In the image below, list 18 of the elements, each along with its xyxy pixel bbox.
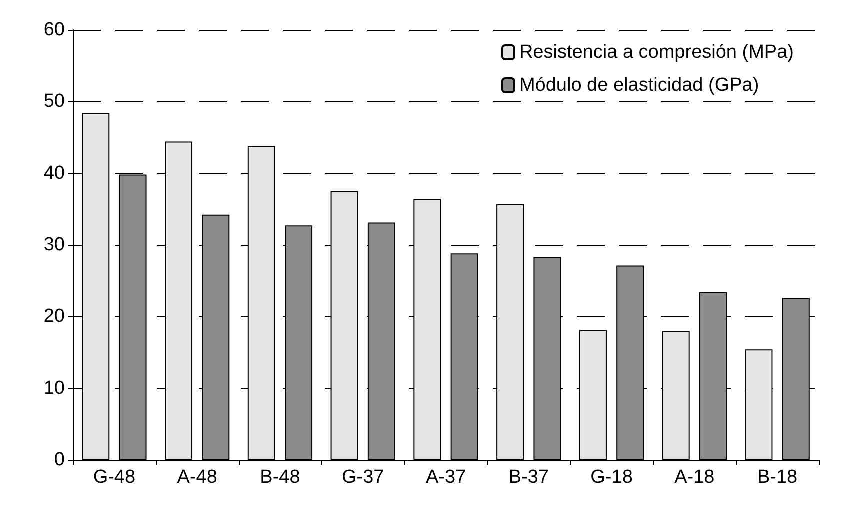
x-tick-label: A-37 [426, 467, 466, 488]
x-tick-label: A-48 [177, 467, 218, 488]
y-tick-label: 40 [44, 162, 65, 184]
legend-label: Resistencia a compresión (MPa) [519, 42, 794, 63]
x-tick-label: G-48 [93, 467, 136, 488]
y-tick-label: 20 [44, 306, 65, 328]
legend-label: Módulo de elasticidad (GPa) [519, 75, 760, 96]
x-tick-label: A-18 [674, 467, 715, 488]
y-tick-label: 30 [44, 234, 65, 256]
x-tick-label: G-18 [590, 467, 633, 488]
y-tick-label: 0 [54, 450, 65, 470]
x-tick-label: G-37 [342, 467, 384, 488]
y-tick-label: 50 [44, 91, 65, 112]
x-tick-label: B-48 [260, 467, 300, 488]
y-tick-label: 60 [44, 20, 65, 40]
x-tick-label: B-37 [508, 467, 549, 488]
x-tick-label: B-18 [757, 467, 798, 488]
y-tick-label: 10 [44, 378, 65, 399]
